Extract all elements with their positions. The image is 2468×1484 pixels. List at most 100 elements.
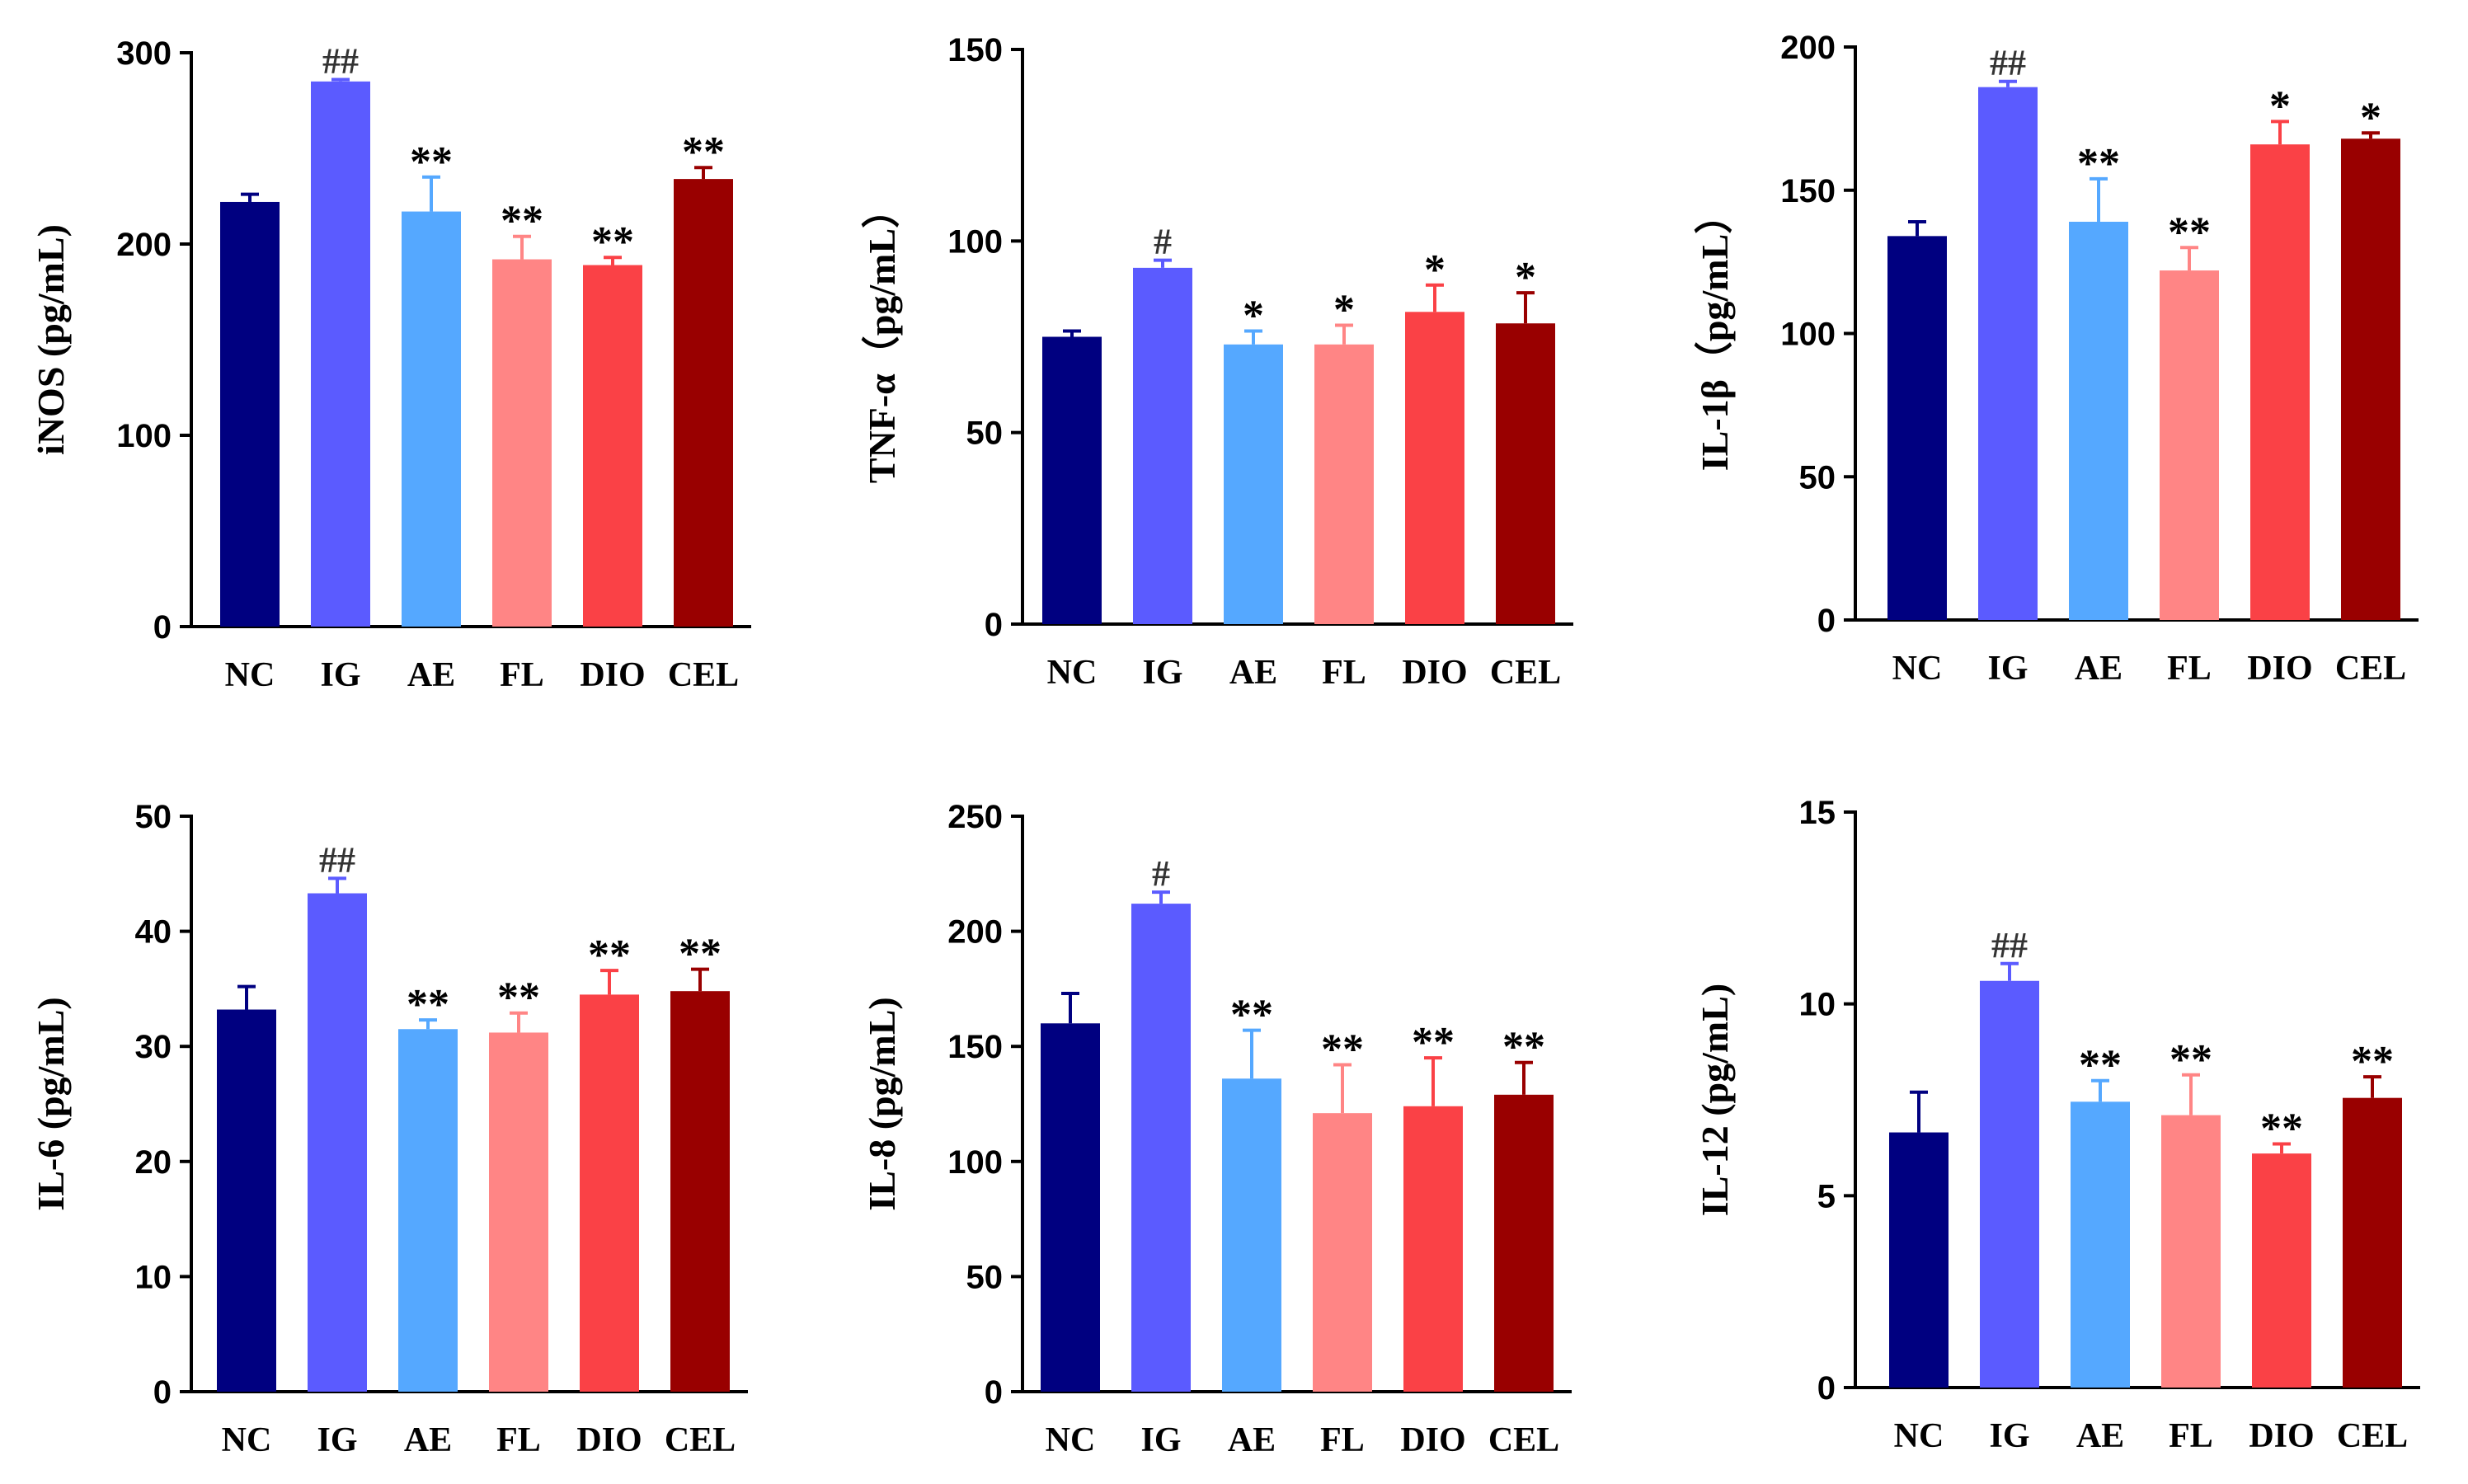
chart-panel-2: 0 50 100 150 TNF-α（pg/mL） NC IG # AE * FL * DIO * CEL * <box>861 32 1573 692</box>
y-axis-title: iNOS (pg/mL) <box>30 224 72 455</box>
x-tick-label: NC <box>1892 650 1943 688</box>
x-tick-label: DIO <box>2249 1417 2314 1455</box>
bar-cel <box>2343 1097 2402 1388</box>
significance-mark: ** <box>2077 140 2120 187</box>
significance-mark: * <box>2269 82 2291 129</box>
bar-ig <box>1980 980 2039 1388</box>
bar-cel <box>670 991 730 1392</box>
x-tick-label: FL <box>2167 650 2212 688</box>
significance-mark: ** <box>2351 1038 2394 1085</box>
bar-ae <box>1222 1078 1281 1392</box>
bar-fl <box>489 1032 548 1392</box>
bar-fl <box>1314 344 1374 624</box>
y-tick-label: 10 <box>1799 987 1836 1023</box>
x-tick-label: DIO <box>1402 654 1467 692</box>
y-tick-label: 200 <box>947 914 1003 951</box>
y-tick-label: 5 <box>1817 1178 1836 1214</box>
y-tick-label: 300 <box>116 35 172 72</box>
x-tick-label: IG <box>1989 1417 2029 1455</box>
bar-fl <box>1313 1113 1372 1392</box>
y-tick-label: 50 <box>1799 459 1836 495</box>
x-tick-label: CEL <box>2337 1417 2408 1455</box>
bar-cel <box>2341 139 2400 620</box>
significance-mark: * <box>1333 287 1355 334</box>
y-tick-label: 50 <box>966 1259 1004 1295</box>
significance-mark: ** <box>1502 1024 1545 1071</box>
significance-mark: # <box>1154 222 1172 262</box>
y-tick-label: 30 <box>135 1029 172 1065</box>
y-tick-label: 0 <box>153 609 172 646</box>
x-tick-label: FL <box>1320 1421 1365 1459</box>
x-tick-label: DIO <box>2247 650 2312 688</box>
x-tick-label: AE <box>2076 1417 2124 1455</box>
y-tick-label: 10 <box>135 1259 172 1295</box>
y-axis-title: IL-8 (pg/mL) <box>861 997 903 1210</box>
bar-nc <box>1042 336 1102 624</box>
x-tick-label: FL <box>2169 1417 2213 1455</box>
chart-panel-5: 0 50 100 150 200 250 IL-8 (pg/mL) NC IG # AE ** FL **… <box>861 799 1572 1459</box>
significance-mark: * <box>1424 247 1446 294</box>
significance-mark: ** <box>2169 1036 2212 1083</box>
y-tick-label: 15 <box>1799 795 1836 831</box>
significance-mark: ** <box>588 932 631 979</box>
x-tick-label: CEL <box>668 656 739 694</box>
x-tick-label: CEL <box>1488 1421 1559 1459</box>
significance-mark: ** <box>1321 1026 1364 1073</box>
bar-dio <box>2250 144 2310 620</box>
bar-nc <box>1887 236 1947 620</box>
bar-ig <box>311 81 370 627</box>
x-tick-label: AE <box>404 1421 452 1459</box>
bar-ig <box>1978 87 2038 620</box>
significance-mark: ** <box>2168 209 2211 256</box>
bar-dio <box>580 994 639 1392</box>
bar-cel <box>1494 1094 1554 1392</box>
chart-panel-4: 0 10 20 30 40 50 IL-6 (pg/mL) NC IG ## AE ** FL ** DIO… <box>30 799 748 1459</box>
bar-cel <box>674 179 733 627</box>
y-tick-label: 100 <box>947 223 1003 260</box>
x-tick-label: NC <box>1046 1421 1096 1459</box>
x-tick-label: IG <box>1987 650 2028 688</box>
x-tick-label: CEL <box>665 1421 736 1459</box>
x-tick-label: IG <box>1140 1421 1181 1459</box>
y-tick-label: 0 <box>985 607 1003 643</box>
y-tick-label: 200 <box>1780 30 1836 66</box>
x-tick-label: AE <box>2075 650 2122 688</box>
bar-ae <box>1224 344 1283 624</box>
x-tick-label: IG <box>1142 654 1182 692</box>
y-axis-title: IL-1β（pg/mL） <box>1694 196 1736 472</box>
x-tick-label: IG <box>317 1421 357 1459</box>
y-tick-label: 200 <box>116 227 172 263</box>
y-tick-label: 50 <box>135 799 172 835</box>
x-tick-label: AE <box>1228 1421 1276 1459</box>
x-tick-label: NC <box>1894 1417 1944 1455</box>
x-tick-label: CEL <box>2335 650 2406 688</box>
significance-mark: ## <box>319 839 355 880</box>
significance-mark: * <box>1515 254 1536 301</box>
significance-mark: ** <box>679 931 722 978</box>
significance-mark: ** <box>497 974 540 1021</box>
significance-mark: ## <box>1990 43 2026 83</box>
significance-mark: * <box>1243 293 1264 340</box>
significance-mark: ** <box>410 139 453 186</box>
bar-dio <box>2252 1153 2311 1388</box>
significance-mark: ** <box>501 198 543 245</box>
x-tick-label: AE <box>1229 654 1277 692</box>
y-tick-label: 100 <box>947 1144 1003 1181</box>
bar-ig <box>308 893 367 1392</box>
significance-mark: ** <box>2079 1042 2122 1089</box>
significance-mark: ## <box>322 40 359 81</box>
significance-mark: ** <box>1412 1019 1455 1066</box>
y-tick-label: 150 <box>1780 173 1836 209</box>
x-tick-label: NC <box>225 656 275 694</box>
x-tick-label: DIO <box>576 1421 642 1459</box>
bar-ig <box>1133 267 1192 624</box>
significance-mark: ** <box>682 129 725 176</box>
x-tick-label: NC <box>222 1421 272 1459</box>
x-tick-label: AE <box>407 656 455 694</box>
bar-ae <box>2069 221 2128 620</box>
y-tick-label: 250 <box>947 799 1003 835</box>
chart-panel-1: 0 100 200 300 iNOS (pg/mL) NC IG ## AE ** FL ** DIO *… <box>30 35 751 694</box>
bar-nc <box>1041 1023 1100 1392</box>
